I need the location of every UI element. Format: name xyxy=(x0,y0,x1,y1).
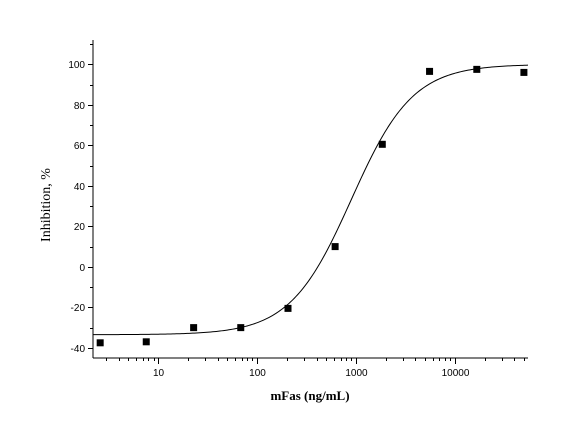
data-point xyxy=(284,304,292,312)
x-tick-label: 1000 xyxy=(345,368,368,379)
x-tick-label: 10 xyxy=(153,368,165,379)
y-tick-label: -40 xyxy=(71,344,86,355)
y-tick-label: 0 xyxy=(79,263,85,274)
y-tick-label: 20 xyxy=(74,222,86,233)
fit-curve xyxy=(92,64,529,336)
y-tick-label: 60 xyxy=(74,141,86,152)
y-tick-label: -20 xyxy=(71,303,86,314)
data-point xyxy=(426,67,434,75)
x-tick-label: 10000 xyxy=(442,368,470,379)
data-point xyxy=(142,338,150,346)
plot-area xyxy=(92,64,529,347)
data-point xyxy=(190,324,198,332)
data-point xyxy=(473,65,481,73)
x-tick-label: 100 xyxy=(249,368,266,379)
y-axis-title: Inhibition, % xyxy=(39,168,54,242)
y-tick-label: 100 xyxy=(68,60,85,71)
data-point xyxy=(237,324,245,332)
x-axis-title: mFas (ng/mL) xyxy=(270,388,349,403)
y-tick-label: 80 xyxy=(74,101,86,112)
data-point xyxy=(96,339,104,347)
data-point xyxy=(378,140,386,148)
axes: -40 -20 0 20 40 60 80 100 10 100 1000 10000 xyxy=(68,40,528,379)
data-point xyxy=(331,243,339,251)
data-point xyxy=(520,68,528,76)
y-tick-label: 40 xyxy=(74,182,86,193)
